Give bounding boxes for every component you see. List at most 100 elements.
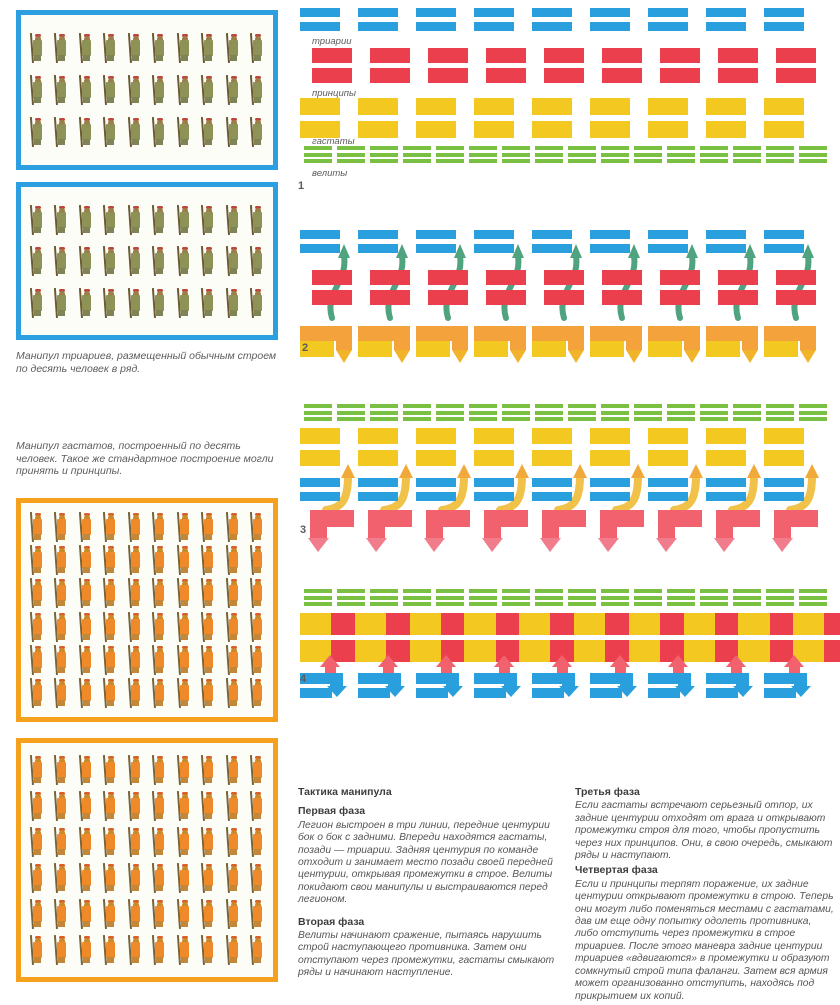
helmet-icon [157,938,164,943]
legs [253,600,261,607]
helmet-plume [83,864,90,867]
helmet-plume [59,118,66,121]
century-block [544,270,584,285]
helmet-plume [181,936,188,939]
helmet-plume [83,247,90,250]
velites-bar [337,152,365,157]
soldier-figure [200,287,216,318]
helmet-plume [35,579,41,583]
helmet-plume [59,828,66,831]
soldier-figure [225,899,241,930]
legs [205,633,213,640]
century-block [532,230,572,239]
helmet-plume [157,936,164,939]
velites-bar [502,146,530,150]
soldier-figure [151,578,167,609]
soldier-figure [53,204,69,235]
hastati-block [519,640,551,662]
shield-icon [57,762,67,778]
shield-icon [33,82,42,98]
soldier-figure [225,287,241,318]
century-block [532,8,572,17]
shield-icon [57,798,67,814]
legs [205,777,213,783]
shield-icon [204,834,214,850]
legs [58,226,66,233]
hastati-block [738,640,770,662]
velites-bar [502,602,530,606]
velites-bar [766,602,794,606]
velites-bar [502,589,530,593]
velites-unit [601,146,629,163]
helmet-icon [108,830,115,835]
soldier-figure [53,246,69,277]
triarii-advance-arrow [532,673,579,698]
velites-bar [304,410,332,415]
soldier-figure [29,512,45,543]
legs [180,666,188,673]
hastati-advance-arrow [648,326,700,363]
helmet-icon [206,902,213,907]
soldier-figure [151,75,167,106]
principes-block [495,613,520,635]
helmet-plume [108,579,115,583]
shield-icon [33,870,42,886]
soldier-figure [53,677,69,708]
shield-icon [204,870,214,886]
velites-bar [700,152,728,157]
helmet-plume [157,678,164,682]
helmet-plume [230,288,237,292]
legs [180,957,188,963]
helmet-icon [132,290,139,296]
velites-bar [568,589,596,593]
velites-line [292,404,840,421]
velites-unit [799,589,827,606]
legs [253,885,261,891]
legs [131,849,139,855]
soldier-figure [225,863,241,894]
century-block [300,121,340,138]
century-block [648,8,688,17]
helmet-icon [230,36,237,41]
shield-icon [106,40,116,56]
helmet-plume [83,513,90,517]
helmet-icon [59,680,66,686]
legs [58,600,66,607]
helmet-icon [254,866,261,871]
helmet-plume [35,936,41,939]
shield-icon [155,798,165,814]
shield-icon [33,762,42,778]
shield-icon [81,124,91,140]
century-block [776,270,816,285]
helmet-icon [254,581,261,587]
soldier-figure [127,644,143,675]
helmet-plume [181,513,188,517]
velites-bar [601,152,629,157]
century-block [718,290,758,305]
velites-bar [304,589,332,593]
legs [253,55,261,61]
velites-unit [502,589,530,606]
shield-icon [130,651,140,668]
velites-bar [469,602,497,606]
hastati-maniple [648,98,688,138]
helmet-icon [132,794,139,799]
soldier-figure [78,827,94,858]
shield-icon [228,942,238,958]
helmet-icon [206,290,213,296]
century-block [764,450,804,466]
soldier-figure [29,204,45,235]
velites-bar [403,410,431,415]
helmet-icon [181,758,188,763]
legs [34,699,41,706]
velites-bar [535,146,563,150]
helmet-icon [254,120,261,125]
soldier-figure [151,677,167,708]
legs [253,777,261,783]
helmet-icon [181,78,188,83]
helmet-plume [132,205,139,209]
century-block [358,8,398,17]
legs [82,600,90,607]
legs [180,309,188,316]
shield-icon [57,40,67,56]
